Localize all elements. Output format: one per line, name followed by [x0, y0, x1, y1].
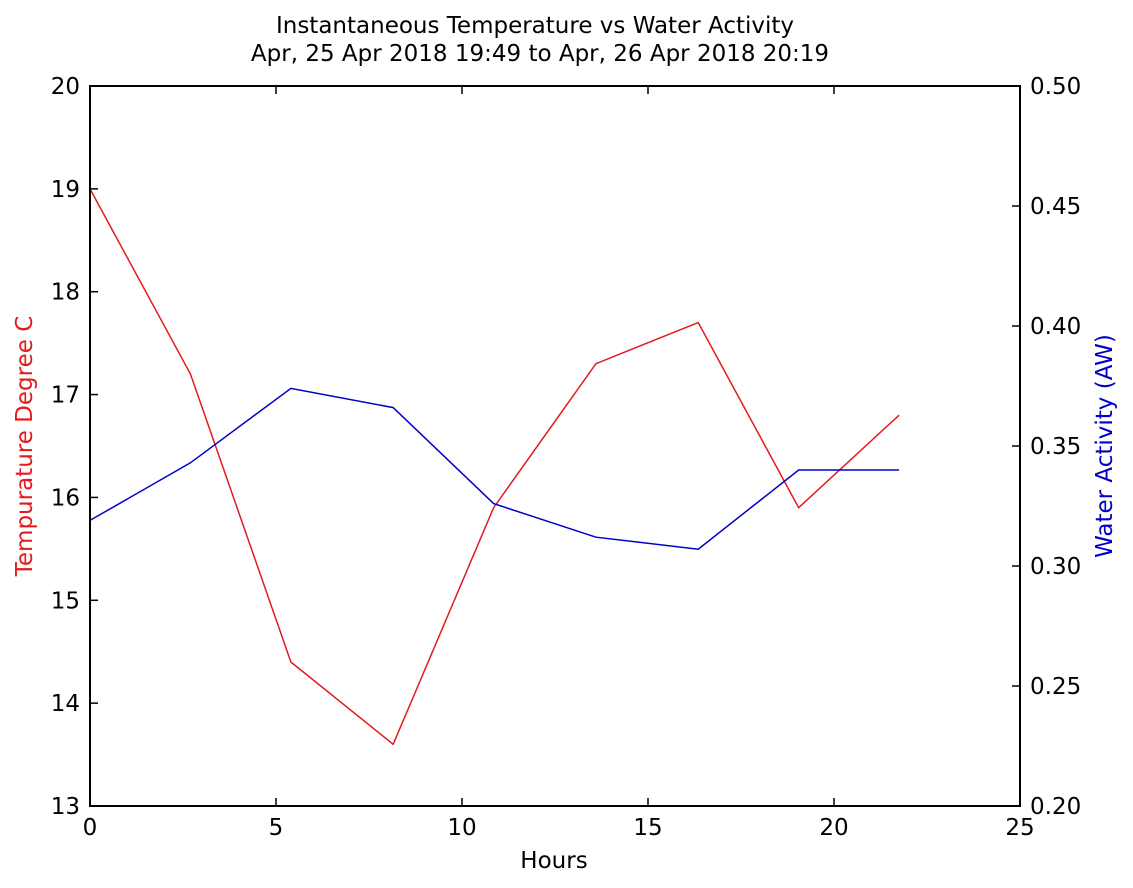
- y-right-tick-label: 0.20: [1030, 794, 1081, 820]
- x-tick-label: 15: [633, 815, 662, 841]
- chart-subtitle: Apr, 25 Apr 2018 19:49 to Apr, 26 Apr 20…: [251, 41, 829, 67]
- y-left-tick-label: 14: [51, 691, 80, 717]
- y-right-tick-label: 0.40: [1030, 314, 1081, 340]
- y-right-tick-label: 0.30: [1030, 554, 1081, 580]
- chart-title: Instantaneous Temperature vs Water Activ…: [276, 13, 794, 39]
- y-right-tick-label: 0.45: [1030, 194, 1081, 220]
- y-left-tick-label: 15: [51, 588, 80, 614]
- y-left-tick-label: 18: [51, 280, 80, 306]
- x-axis-label: Hours: [520, 848, 587, 874]
- y-left-tick-label: 16: [51, 485, 80, 511]
- y-axis-left-label: Tempurature Degree C: [12, 316, 38, 578]
- y-right-tick-label: 0.50: [1030, 74, 1081, 100]
- y-left-tick-label: 19: [51, 177, 80, 203]
- temperature-series-line: [89, 188, 900, 746]
- tick-layer: 0 5 10 15 20 25 13 14 15 16 17 18 19 20 0.20 0.25 0.30 0.…: [51, 74, 1082, 841]
- plot-frame: [89, 85, 1021, 807]
- x-tick-label: 10: [447, 815, 476, 841]
- y-axis-right-label: Water Activity (AW): [1092, 334, 1118, 558]
- y-right-tick-label: 0.25: [1030, 674, 1081, 700]
- y-left-tick-label: 17: [51, 383, 80, 409]
- x-tick-label: 5: [269, 815, 284, 841]
- series-layer: [89, 188, 900, 746]
- y-left-tick-label: 20: [51, 74, 80, 100]
- y-right-tick-label: 0.35: [1030, 434, 1081, 460]
- x-tick-label: 0: [83, 815, 98, 841]
- x-tick-label: 25: [1005, 815, 1034, 841]
- x-tick-label: 20: [819, 815, 848, 841]
- y-left-tick-label: 13: [51, 794, 80, 820]
